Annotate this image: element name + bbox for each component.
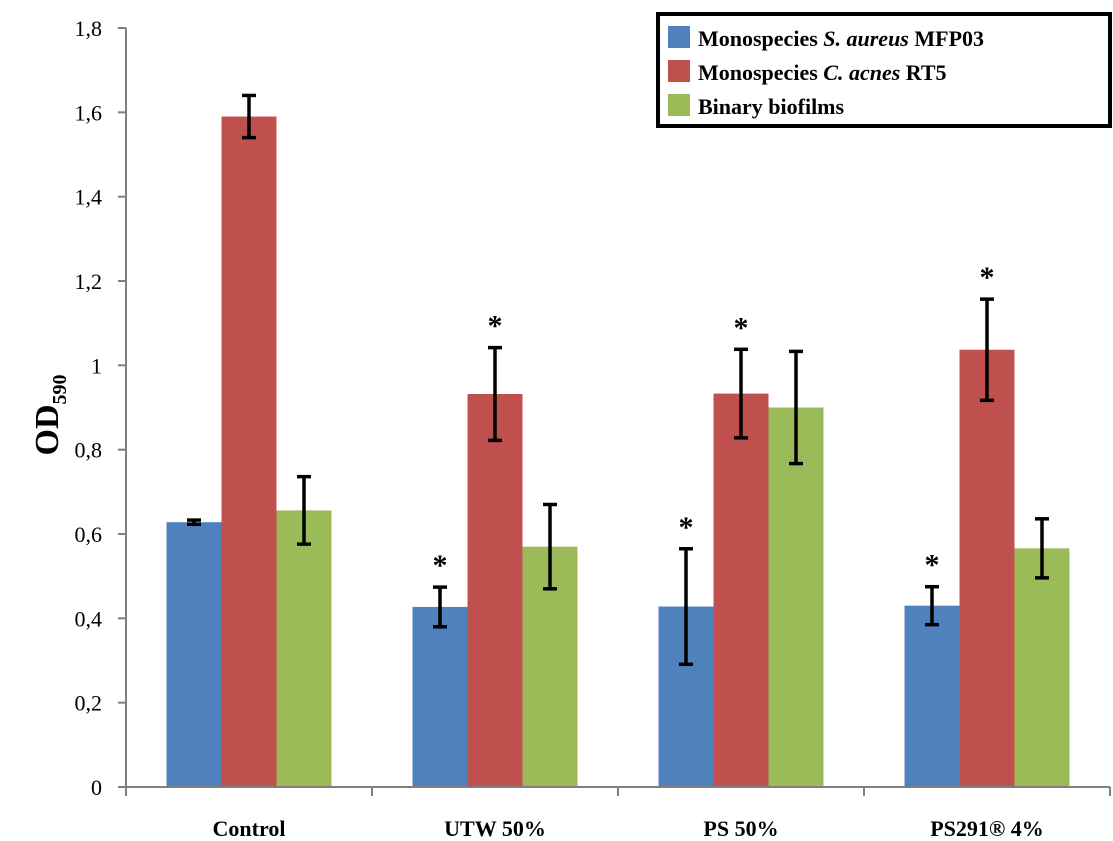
y-axis-title-subscript: 590 <box>49 375 71 405</box>
y-tick-label: 1 <box>91 353 102 378</box>
error-bar <box>789 349 803 466</box>
bar <box>904 605 960 787</box>
error-bar <box>433 585 447 629</box>
error-bar <box>187 518 201 527</box>
error-bar <box>980 297 994 403</box>
y-tick-label: 1,4 <box>75 185 103 210</box>
significance-marker: * <box>925 549 940 582</box>
significance-marker: * <box>980 261 995 294</box>
legend-entry-part: Binary biofilms <box>698 94 845 119</box>
y-tick-label: 1,8 <box>75 16 103 41</box>
significance-marker: * <box>734 311 749 344</box>
error-bar <box>734 347 748 440</box>
legend-entry-part: Monospecies <box>698 26 823 51</box>
legend-swatch <box>668 94 690 116</box>
y-axis-label: OD590 <box>29 375 71 456</box>
bar <box>412 606 468 787</box>
y-axis-title-main: OD <box>29 405 66 456</box>
bar <box>221 116 277 788</box>
significance-marker: * <box>488 310 503 343</box>
error-bar <box>488 345 502 443</box>
significance-marker: * <box>679 511 694 544</box>
y-tick-label: 0,6 <box>75 522 103 547</box>
x-category-label: PS 50% <box>703 816 778 841</box>
bars-layer <box>166 116 1070 788</box>
y-tick-label: 0,4 <box>75 606 103 631</box>
significance-markers-layer: * * * * * * <box>433 261 995 582</box>
legend-swatch <box>668 60 690 82</box>
legend-box <box>656 12 1112 128</box>
y-tick-label: 1,2 <box>75 269 103 294</box>
bar <box>959 349 1015 787</box>
x-category-label: PS291® 4% <box>930 816 1044 841</box>
bar <box>276 510 332 787</box>
y-tick-label: 0,2 <box>75 691 103 716</box>
legend-swatch <box>668 26 690 48</box>
error-bar <box>925 584 939 627</box>
error-bars-layer <box>187 93 1049 667</box>
error-bar <box>297 474 311 546</box>
y-tick-label: 0,8 <box>75 438 103 463</box>
y-tick-label: 1,6 <box>75 100 103 125</box>
legend-entry-part: RT5 <box>900 60 946 85</box>
bar <box>768 407 824 787</box>
legend-entry: Binary biofilms <box>698 94 845 119</box>
error-bar <box>1035 517 1049 580</box>
legend-entry-part: Monospecies <box>698 60 823 85</box>
axes-layer: 0 0,2 0,4 0,6 0,8 1 1,2 1,4 1,6 1,8 Control UTW 50%… <box>75 16 1111 841</box>
x-category-label: UTW 50% <box>444 816 546 841</box>
bar <box>1014 548 1070 787</box>
legend-entry: Monospecies C. acnes RT5 <box>698 60 947 85</box>
bar <box>166 522 222 787</box>
legend-entry-part: C. acnes <box>823 60 900 85</box>
error-bar <box>679 547 693 667</box>
y-axis-title: OD590 <box>29 375 71 456</box>
error-bar <box>543 502 557 591</box>
legend-entry-part: S. aureus <box>823 26 909 51</box>
x-category-label: Control <box>213 816 286 841</box>
bar <box>467 394 523 787</box>
bar <box>713 393 769 787</box>
legend-entry-part: MFP03 <box>909 26 984 51</box>
error-bar <box>242 93 256 140</box>
significance-marker: * <box>433 549 448 582</box>
legend-entry: Monospecies S. aureus MFP03 <box>698 26 984 51</box>
y-tick-label: 0 <box>91 775 102 800</box>
